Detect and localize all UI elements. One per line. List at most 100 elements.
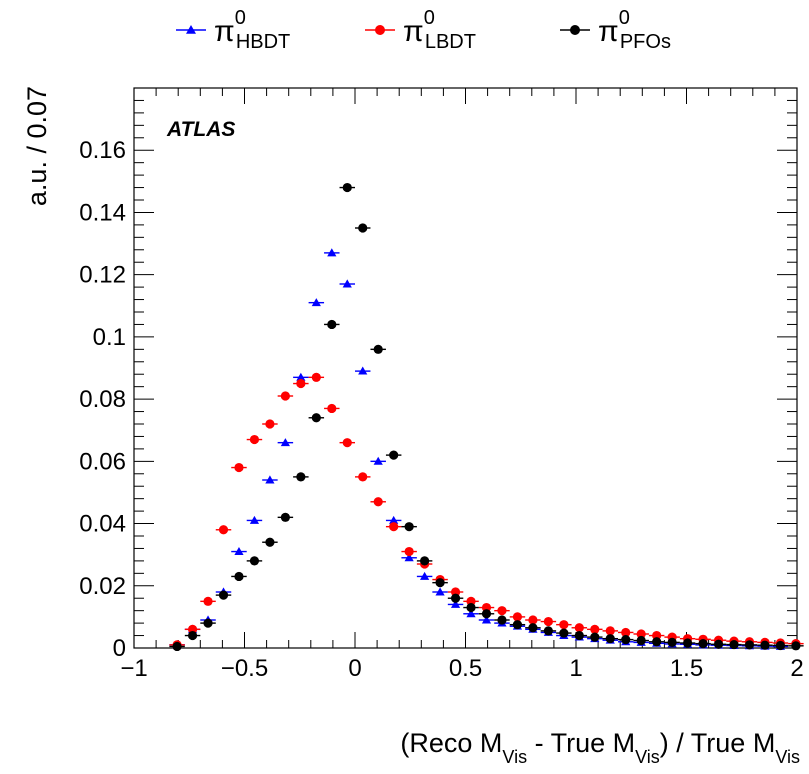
data-point (729, 639, 739, 650)
data-point (435, 578, 445, 588)
data-point (389, 522, 399, 532)
data-point (543, 616, 553, 627)
x-tick-label: 2 (790, 655, 803, 682)
y-tick-label: 0.14 (79, 199, 126, 226)
data-point (497, 615, 507, 625)
data-point (590, 624, 600, 634)
atlas-label: ATLAS (166, 118, 235, 141)
data-point (187, 630, 198, 641)
data-point (358, 366, 368, 375)
data-point (528, 615, 538, 625)
x-tick-label: 1 (569, 655, 582, 682)
data-point (389, 515, 399, 524)
data-point (234, 462, 244, 473)
data-point (358, 472, 368, 482)
legend-sup: 0 (424, 7, 435, 29)
data-point (528, 623, 538, 633)
data-point (590, 632, 600, 642)
data-point (683, 638, 693, 648)
y-tick-label: 0.06 (79, 448, 126, 475)
data-point (574, 623, 584, 633)
y-tick-label: 0.12 (79, 262, 126, 289)
data-point (450, 599, 461, 608)
data-point (450, 593, 461, 603)
data-point (420, 556, 430, 566)
x-axis-label-suffix: ) / True M (660, 728, 776, 758)
legend-sup: 0 (619, 7, 630, 29)
data-point (203, 618, 213, 628)
data-point (280, 438, 290, 447)
data-point (667, 637, 677, 648)
x-axis-label-sub1: Vis (502, 747, 527, 767)
legend-label: π0 HBDT (214, 7, 290, 53)
data-point (296, 372, 306, 381)
legend-sub: HBDT (236, 31, 290, 53)
x-axis-label-sub3: Vis (775, 747, 800, 767)
x-tick-label: 1.5 (670, 655, 703, 682)
legend-sub: LBDT (425, 31, 476, 53)
data-point (559, 628, 569, 638)
y-tick-label: 0 (113, 635, 126, 662)
data-point (265, 537, 275, 547)
legend-sub: PFOs (620, 31, 671, 53)
x-axis-label-sub2: Vis (635, 747, 660, 767)
data-point (375, 25, 385, 35)
data-point (775, 640, 786, 651)
legend-label: π0 LBDT (403, 7, 476, 53)
data-point (605, 634, 615, 644)
series-layer (169, 182, 804, 652)
data-point (327, 248, 337, 257)
legend-symbol: π (403, 15, 424, 48)
y-tick-label: 0.1 (93, 324, 126, 351)
data-point (249, 515, 260, 524)
legend: π0 HBDT π0 LBDT π0 PFOs (176, 7, 671, 53)
y-tick-label: 0.08 (79, 386, 126, 413)
data-point (327, 403, 337, 414)
legend-label: π0 PFOs (598, 7, 671, 53)
data-point (404, 553, 414, 562)
data-point (311, 298, 321, 307)
data-point (373, 344, 383, 354)
data-point (698, 639, 708, 649)
legend-entry-pfos: π0 PFOs (560, 7, 671, 53)
data-point (249, 556, 260, 566)
data-point (203, 596, 213, 606)
data-point (172, 641, 182, 652)
axis-ticks: −1 −0.5 0 0.5 1 1.5 2 0 0.02 0.04 0.06 0.08 0.1 0.12 0… (79, 87, 804, 682)
data-point (342, 182, 352, 193)
data-point (404, 546, 414, 557)
legend-entry-hbdt: π0 HBDT (176, 7, 290, 53)
data-point (358, 223, 368, 233)
data-point (249, 434, 260, 445)
data-point (404, 522, 414, 532)
legend-symbol: π (214, 15, 235, 48)
data-point (296, 472, 306, 482)
data-point (186, 25, 196, 34)
data-point (636, 629, 646, 639)
data-point (481, 615, 492, 624)
data-point (280, 512, 290, 522)
data-point (574, 630, 584, 641)
data-point (373, 497, 383, 507)
data-point (311, 372, 321, 382)
data-point (327, 319, 337, 330)
data-point (497, 606, 507, 616)
x-tick-label: −1 (120, 655, 147, 682)
series-pfos (169, 182, 804, 652)
data-point (218, 525, 229, 535)
data-point (311, 413, 321, 423)
data-point (218, 590, 229, 600)
data-point (570, 25, 580, 35)
data-point (760, 640, 770, 650)
data-point (543, 626, 553, 636)
data-point (466, 609, 476, 618)
data-point (296, 378, 306, 389)
data-point (466, 602, 476, 613)
data-point (621, 627, 631, 638)
data-point (265, 419, 275, 429)
data-point (265, 475, 275, 484)
legend-entry-lbdt: π0 LBDT (365, 7, 476, 53)
data-point (342, 438, 352, 448)
data-point (234, 546, 244, 556)
